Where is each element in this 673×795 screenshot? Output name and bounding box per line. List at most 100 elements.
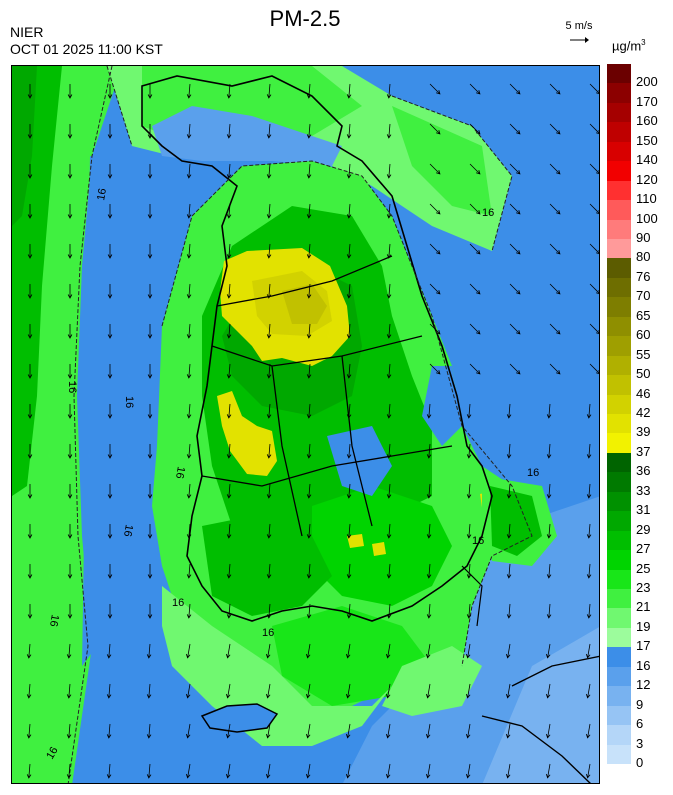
wind-vector-head: [107, 254, 113, 259]
wind-vector: [188, 563, 191, 578]
wind-vector: [348, 83, 351, 98]
wind-vector-head: [546, 614, 552, 619]
wind-vector: [388, 283, 391, 298]
wind-vector-head: [346, 494, 352, 499]
japan-coast: [481, 655, 599, 783]
wind-vector-head: [385, 733, 391, 739]
map-canvas: 16 16 16 16 16 16 16 16 16 16 16 16: [12, 66, 599, 783]
wind-vector-head: [545, 733, 551, 739]
colorbar: [607, 64, 631, 765]
wind-vector: [507, 723, 511, 738]
colorbar-tick-label: 36: [636, 463, 651, 479]
wind-vector-head: [426, 614, 432, 619]
map-title: PM-2.5: [269, 6, 341, 31]
colorbar-segment: [607, 83, 631, 104]
colorbar-tick-label: 55: [636, 346, 651, 362]
contour-label: 16: [47, 613, 61, 627]
wind-vector: [267, 643, 271, 658]
wind-vector-head: [305, 773, 311, 779]
colorbar-tick-label: 3: [636, 735, 644, 751]
wind-vector: [307, 763, 311, 778]
colorbar-segment: [607, 530, 631, 551]
colorbar-segment: [607, 375, 631, 396]
wind-vector: [507, 683, 511, 698]
wind-vector-head: [595, 250, 599, 255]
wind-vector: [228, 283, 231, 298]
wind-vector-head: [506, 494, 512, 499]
high-pm-area-west: [217, 391, 277, 476]
wind-vector-head: [226, 294, 232, 299]
wind-vector-head: [386, 574, 392, 579]
wind-vector: [507, 763, 511, 778]
wind-vector-head: [186, 174, 192, 179]
wind-vector: [429, 363, 441, 375]
colorbar-tick-label: 120: [636, 171, 658, 187]
colorbar-segment: [607, 180, 631, 201]
wind-vector-head: [386, 174, 392, 179]
wind-vector-head: [306, 94, 312, 99]
wind-vector: [548, 403, 551, 418]
wind-vector-head: [146, 694, 152, 699]
wind-vector-head: [67, 334, 73, 339]
wind-vector-head: [226, 414, 232, 419]
wind-vector-head: [346, 254, 352, 259]
wind-vector-head: [266, 174, 272, 179]
wind-vector-head: [186, 214, 192, 219]
wind-vector-head: [505, 693, 511, 699]
wind-vector: [548, 523, 551, 538]
colorbar-tick-label: 160: [636, 113, 658, 129]
wind-vector: [227, 763, 231, 778]
wind-vector: [228, 523, 231, 538]
wind-vector-head: [186, 574, 192, 579]
wind-vector-head: [585, 693, 591, 699]
wind-vector-head: [66, 694, 72, 699]
wind-vector: [549, 203, 561, 215]
wind-vector: [388, 203, 391, 218]
wind-vector-head: [475, 209, 481, 215]
wind-vector-head: [586, 414, 592, 419]
wind-vector-head: [185, 653, 191, 659]
wind-vector: [308, 83, 311, 98]
colorbar-segment: [607, 355, 631, 376]
wind-vector: [228, 443, 231, 458]
wind-vector-head: [27, 334, 33, 339]
wind-vector-head: [225, 773, 231, 779]
wind-vector: [348, 323, 351, 338]
colorbar-segment: [607, 705, 631, 726]
wind-vector-head: [265, 693, 271, 699]
wind-vector-head: [585, 653, 591, 659]
wind-vector-head: [586, 614, 592, 619]
colorbar-tick-label: 25: [636, 560, 651, 576]
colorbar-segment: [607, 394, 631, 415]
wind-vector-head: [106, 694, 112, 699]
colorbar-segment: [607, 627, 631, 648]
wind-vector-head: [226, 214, 232, 219]
wind-vector-head: [426, 574, 432, 579]
colorbar-tick-label: 9: [636, 696, 644, 712]
wind-vector-head: [435, 209, 441, 215]
wind-vector: [228, 243, 231, 258]
wind-vector-head: [466, 614, 472, 619]
wind-vector: [427, 763, 431, 778]
colorbar-tick-label: 12: [636, 677, 651, 693]
colorbar-segment: [607, 258, 631, 279]
wind-vector: [509, 203, 521, 215]
wind-vector-head: [426, 494, 432, 499]
wind-vector: [588, 563, 591, 578]
wind-vector: [188, 203, 191, 218]
wind-vector-head: [106, 654, 112, 659]
colorbar-segment: [607, 219, 631, 240]
wind-vector-head: [346, 414, 352, 419]
wind-vector: [387, 723, 391, 738]
wind-vector: [148, 723, 151, 738]
colorbar-tick-label: 90: [636, 230, 651, 245]
wind-vector-head: [506, 574, 512, 579]
wind-vector-head: [306, 254, 312, 259]
wind-vector: [468, 403, 471, 418]
wind-vector-head: [386, 334, 392, 339]
wind-vector-head: [306, 174, 312, 179]
colorbar-tick-label: 200: [636, 74, 658, 90]
wind-vector-head: [305, 653, 311, 659]
wind-vector-head: [66, 654, 72, 659]
wind-vector: [509, 163, 521, 175]
